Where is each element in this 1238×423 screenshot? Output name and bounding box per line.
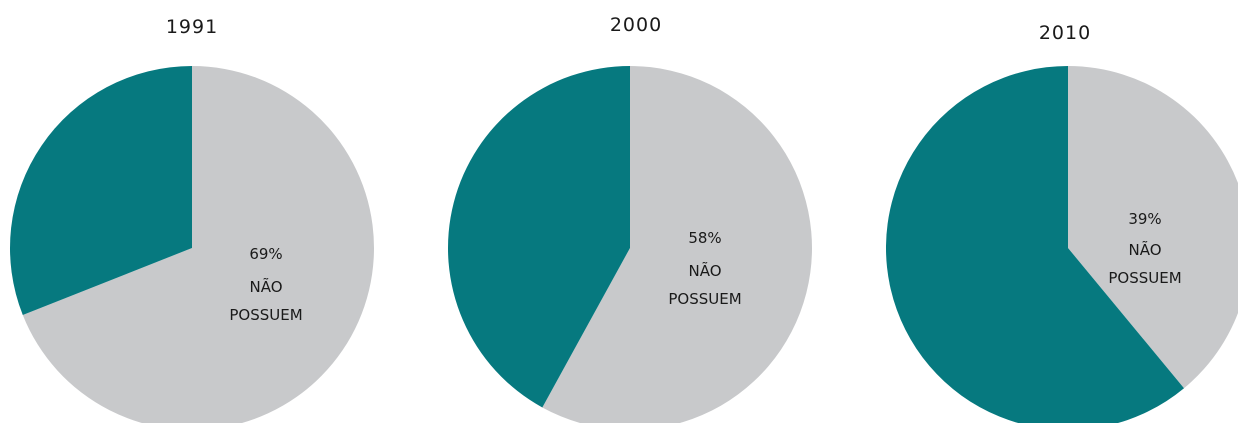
label-nao-2010: NÃO [1128,240,1161,259]
pie-2010: 2010 39% NÃO POSSUEM [886,22,1238,423]
pie-1991: 1991 69% NÃO POSSUEM [9,16,374,423]
slice-2000-possuem [447,66,630,408]
value-label-2000: 58% [688,229,721,247]
slice-1991-nao-possuem [22,66,374,423]
pie-title-2000: 2000 [610,14,662,36]
label-possuem-2010: POSSUEM [1108,269,1181,287]
label-nao-2000: NÃO [688,261,721,280]
label-nao-1991: NÃO [249,277,282,296]
label-possuem-1991: POSSUEM [229,306,302,324]
value-label-1991: 69% [249,245,282,263]
slice-1991-possuem [9,66,193,315]
slice-2010-possuem [886,66,1185,423]
label-possuem-2000: POSSUEM [668,290,741,308]
pie-title-2010: 2010 [1039,22,1091,44]
value-label-2010: 39% [1128,210,1161,228]
slice-2000-nao-possuem [542,66,812,423]
pie-2000: 2000 58% NÃO POSSUEM [447,14,812,423]
slice-2010-nao-possuem [1068,66,1238,389]
pie-title-1991: 1991 [166,16,218,38]
